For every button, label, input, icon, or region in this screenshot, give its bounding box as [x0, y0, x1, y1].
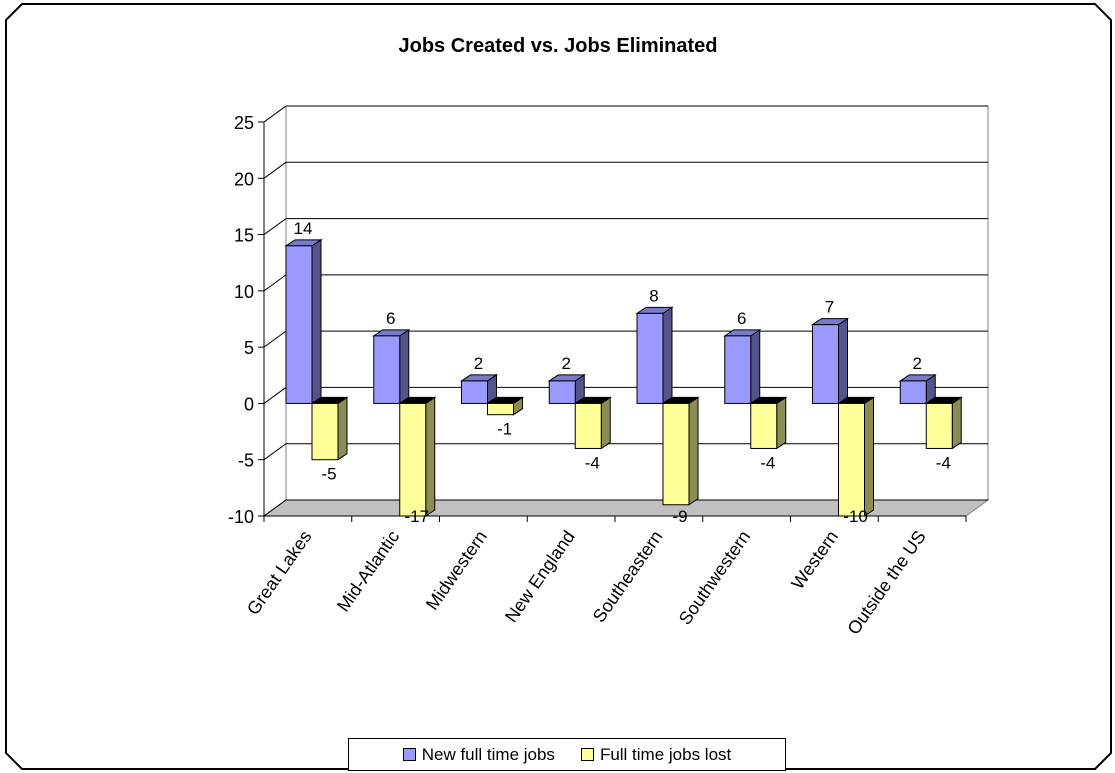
- bar-new-jobs-side: [750, 328, 761, 405]
- bar-new-jobs-side: [838, 317, 848, 405]
- data-label: -4: [760, 453, 775, 472]
- data-label: -5: [321, 465, 336, 484]
- data-label: 7: [825, 298, 834, 317]
- gridline: [263, 105, 988, 123]
- bar-new-jobs: [724, 335, 752, 404]
- chart-title: Jobs Created vs. Jobs Eliminated: [399, 35, 718, 57]
- data-label: 6: [737, 309, 746, 328]
- y-tick-label: 0: [244, 394, 254, 414]
- bar-new-jobs: [636, 312, 664, 404]
- bar-new-jobs: [285, 245, 313, 404]
- data-label: 2: [474, 354, 483, 373]
- legend-item-jobs-lost: Full time jobs lost: [580, 744, 732, 765]
- y-tick-label: 10: [234, 282, 254, 302]
- y-tick-label: -5: [238, 451, 254, 471]
- legend-swatch-jobs-lost: [580, 748, 594, 761]
- bar-jobs-lost-side: [864, 396, 874, 517]
- gridline: [263, 499, 988, 517]
- data-label: -9: [672, 507, 687, 526]
- bar-jobs-lost: [311, 402, 339, 461]
- data-label: -1: [497, 420, 512, 439]
- data-label: -17: [404, 507, 429, 526]
- bar-new-jobs: [548, 380, 576, 404]
- side-wall: [263, 105, 287, 517]
- bar-jobs-lost-side: [776, 396, 787, 450]
- data-label: 8: [649, 286, 658, 305]
- data-label: 6: [386, 309, 395, 328]
- bar-jobs-lost: [399, 402, 427, 517]
- back-wall: [285, 105, 989, 501]
- bar-jobs-lost-side: [600, 396, 611, 450]
- legend-swatch-new-jobs: [402, 748, 416, 761]
- bar-jobs-lost: [838, 402, 865, 517]
- gridline: [263, 218, 988, 235]
- data-label: -10: [843, 507, 868, 526]
- data-label: 2: [913, 354, 922, 373]
- data-label: 2: [562, 354, 571, 373]
- data-label: -4: [585, 453, 600, 472]
- bar-jobs-lost-side: [337, 396, 348, 461]
- bar-new-jobs-side: [311, 238, 322, 405]
- bar-jobs-lost-side: [425, 396, 436, 517]
- bar-new-jobs: [899, 380, 927, 404]
- legend-item-new-jobs: New full time jobs: [402, 744, 555, 765]
- data-label: 14: [294, 219, 313, 238]
- y-tick-label: 15: [234, 226, 254, 246]
- legend: New full time jobs Full time jobs lost: [348, 738, 786, 771]
- bar-jobs-lost-side: [951, 396, 962, 450]
- bar-new-jobs: [461, 380, 488, 404]
- y-tick-label: -10: [228, 507, 254, 527]
- legend-label-new-jobs: New full time jobs: [421, 744, 555, 764]
- data-label: -4: [936, 453, 951, 472]
- bar-new-jobs: [812, 324, 839, 404]
- bar-jobs-lost: [925, 402, 953, 449]
- legend-label-jobs-lost: Full time jobs lost: [599, 744, 732, 764]
- bar-jobs-lost: [750, 402, 778, 449]
- y-tick-label: 25: [234, 113, 254, 133]
- bar-new-jobs-side: [399, 328, 410, 405]
- bar-jobs-lost: [487, 402, 514, 416]
- floor: [262, 499, 990, 517]
- y-tick-label: 5: [244, 338, 254, 358]
- bar-jobs-lost-side: [688, 396, 699, 506]
- bar-jobs-lost: [662, 402, 690, 506]
- bar-new-jobs: [373, 335, 401, 404]
- bar-jobs-lost: [574, 402, 602, 449]
- y-tick-label: 20: [234, 169, 254, 189]
- gridline: [263, 161, 988, 179]
- bar-new-jobs-side: [662, 306, 673, 405]
